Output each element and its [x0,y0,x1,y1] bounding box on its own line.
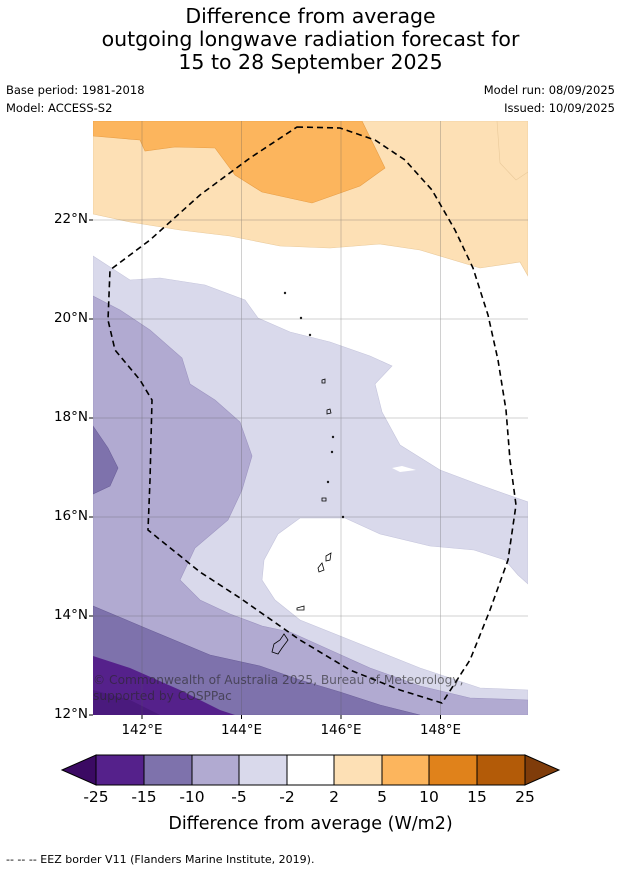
colorbar-tick: -15 [131,788,157,806]
island-small-1 [283,291,287,295]
island-small-4 [331,435,335,439]
island-saipan [325,552,332,562]
eez-legend: -- -- -- EEZ border V11 (Flanders Marine… [6,853,315,866]
colorbar-bin-1 [95,754,145,786]
gridlines [93,121,528,715]
title-line-2: outgoing longwave radiation forecast for [101,27,520,51]
anomaly-band-neutral-gap [392,466,416,472]
colorbar-tick: -5 [231,788,247,806]
island-rota [296,605,305,611]
colorbar-tick: 15 [467,788,487,806]
lon-label-142e: 142°E [121,722,163,738]
anomaly-band-5-to-10 [93,121,386,204]
island-small-6 [326,480,330,484]
island-anatahan [321,497,327,502]
colorbar-bin-6 [333,754,383,786]
chart-title: Difference from average outgoing longwav… [0,5,621,74]
colorbar-tick: 2 [329,788,339,806]
colorbar-bin-4 [238,754,288,786]
anomaly-patch-west [93,425,119,495]
island-tinian [317,562,325,573]
colorbar-extend-low [60,754,97,786]
copyright-notice: © Commonwealth of Australia 2025, Bureau… [93,673,464,703]
title-line-3: 15 to 28 September 2025 [178,50,443,74]
anomaly-band-minus15-to-minus25-inner [93,690,160,715]
meta-left: Base period: 1981-2018 Model: ACCESS-S2 [6,81,145,117]
lat-label-16n: 16°N [53,508,88,524]
lon-label-144e: 144°E [220,722,263,738]
colorbar-bin-7 [381,754,430,786]
model-run: Model run: 08/09/2025 [483,83,615,97]
colorbar-bin-8 [428,754,478,786]
lat-label-20n: 20°N [53,310,88,326]
issued-date: Issued: 10/09/2025 [504,101,615,115]
anomaly-band-minus2-to-minus5 [93,255,528,715]
colorbar-tick: -25 [83,788,109,806]
island-guam [271,633,289,655]
title-line-1: Difference from average [185,4,436,28]
island-small-7 [341,515,345,519]
lon-label-148e: 148°E [419,722,462,738]
island-agrihan [321,378,326,384]
island-small-5 [330,450,334,454]
colorbar-bin-9 [476,754,526,786]
eez-border [107,126,517,704]
colorbar-bin-2 [143,754,193,786]
colorbar-tick: 5 [377,788,387,806]
meta-right: Model run: 08/09/2025 Issued: 10/09/2025 [484,81,615,117]
colorbar-bin-5 [286,754,335,786]
colorbar-tick: 25 [515,788,535,806]
island-pagan [326,408,332,415]
axis-ticks [89,219,441,719]
colorbar-label: Difference from average (W/m2) [168,814,453,834]
lat-label-18n: 18°N [53,409,88,425]
island-outlines [271,291,345,655]
model-name: Model: ACCESS-S2 [6,101,113,115]
colorbar-extend-high [524,754,561,786]
colorbar-tick: -10 [179,788,205,806]
colorbar-bin-3 [191,754,240,786]
lat-label-22n: 22°N [53,211,88,227]
island-small-3 [308,333,312,337]
colorbar-tick: -2 [279,788,295,806]
lat-label-14n: 14°N [53,607,88,623]
lon-label-146e: 146°E [320,722,362,738]
anomaly-band-minus5-to-minus10 [93,295,528,715]
island-small-2 [299,316,303,320]
colorbar-tick: 10 [419,788,439,806]
base-period: Base period: 1981-2018 [6,83,145,97]
lat-label-12n: 12°N [53,706,88,722]
